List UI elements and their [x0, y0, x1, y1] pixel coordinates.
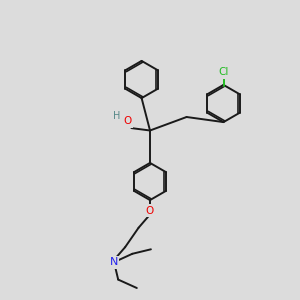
- Text: Cl: Cl: [218, 67, 229, 77]
- Text: O: O: [123, 116, 132, 127]
- Text: O: O: [146, 206, 154, 216]
- Text: H: H: [113, 111, 121, 121]
- Text: N: N: [110, 257, 118, 267]
